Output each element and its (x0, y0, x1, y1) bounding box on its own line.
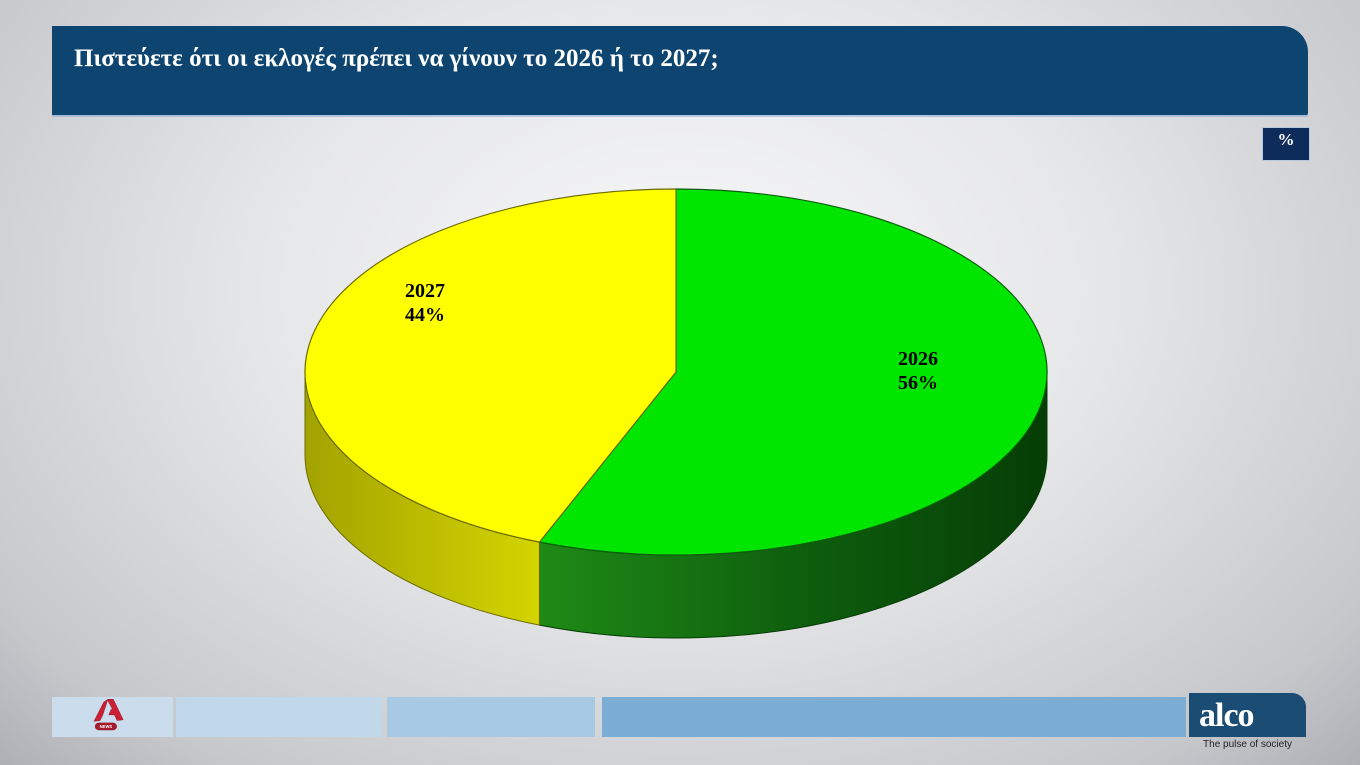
svg-text:NEWS: NEWS (100, 724, 113, 729)
